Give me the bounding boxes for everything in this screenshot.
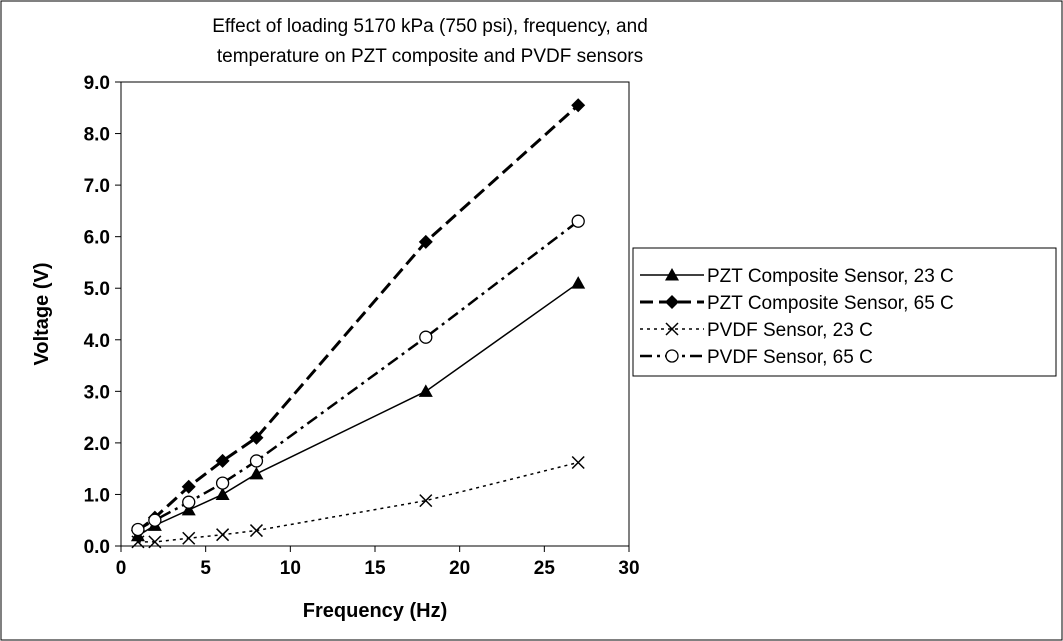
data-point — [182, 531, 196, 545]
x-axis: 0 5 10 15 20 25 30 — [116, 546, 640, 579]
x-tick-label: 30 — [618, 558, 639, 579]
data-point — [249, 454, 264, 468]
y-tick-label: 7.0 — [84, 176, 110, 197]
y-tick-label: 5.0 — [84, 279, 110, 300]
x-tick-label: 15 — [364, 558, 386, 579]
data-point — [131, 522, 145, 537]
chart-title-line-1: Effect of loading 5170 kPa (750 psi), fr… — [212, 16, 648, 37]
y-tick-label: 9.0 — [84, 73, 110, 94]
legend-item: PVDF Sensor, 23 C — [640, 320, 873, 341]
y-tick-label: 6.0 — [84, 228, 110, 249]
data-point — [418, 234, 433, 249]
legend-item: PZT Composite Sensor, 23 C — [640, 266, 954, 287]
legend-label: PVDF Sensor, 23 C — [707, 320, 873, 341]
data-point — [215, 487, 230, 500]
x-tick-label: 10 — [280, 558, 301, 579]
legend-item: PVDF Sensor, 65 C — [640, 347, 873, 368]
data-point — [419, 330, 433, 344]
legend: PZT Composite Sensor, 23 C PZT Composite … — [632, 247, 1057, 377]
y-axis-label: Voltage (V) — [31, 263, 53, 366]
x-tick-label: 5 — [200, 558, 211, 579]
series-3 — [131, 455, 585, 549]
data-point — [148, 535, 162, 549]
data-point — [181, 502, 196, 516]
data-point — [181, 479, 196, 494]
legend-label: PVDF Sensor, 65 C — [707, 347, 873, 368]
legend-marker — [665, 268, 679, 281]
data-point — [216, 528, 230, 542]
legend-item: PZT Composite Sensor, 65 C — [640, 293, 954, 314]
data-point — [249, 524, 263, 538]
data-point — [249, 466, 264, 480]
y-tick-label: 0.0 — [84, 537, 110, 558]
data-point — [148, 513, 162, 527]
data-point — [418, 384, 433, 397]
data-point — [571, 455, 585, 470]
plot-area — [120, 81, 630, 547]
x-tick-label: 0 — [116, 558, 127, 579]
data-point — [571, 276, 586, 289]
legend-label: PZT Composite Sensor, 65 C — [707, 293, 954, 314]
y-tick-label: 8.0 — [84, 125, 110, 146]
y-tick-label: 1.0 — [84, 485, 110, 506]
data-point — [131, 535, 145, 549]
data-point — [571, 214, 585, 228]
legend-box — [632, 247, 1057, 377]
x-tick-label: 20 — [449, 558, 470, 579]
series-4 — [131, 214, 585, 537]
data-point — [215, 453, 230, 468]
data-point — [249, 430, 264, 445]
legend-marker — [665, 349, 679, 363]
y-tick-label: 3.0 — [84, 382, 110, 403]
legend-marker — [665, 295, 679, 309]
y-axis: 0.0 1.0 2.0 3.0 4.0 5.0 6.0 7.0 8.0 9.0 — [84, 73, 121, 558]
series-layer — [130, 98, 586, 549]
y-tick-label: 2.0 — [84, 434, 110, 455]
legend-label: PZT Composite Sensor, 23 C — [707, 266, 954, 287]
x-tick-label: 25 — [534, 558, 556, 579]
y-tick-label: 4.0 — [84, 331, 110, 352]
data-point — [419, 494, 433, 508]
data-point — [215, 476, 230, 490]
chart-title-line-2: temperature on PZT composite and PVDF se… — [217, 46, 643, 67]
data-point — [571, 98, 586, 113]
data-point — [182, 495, 196, 509]
legend-marker — [665, 322, 679, 336]
x-axis-label: Frequency (Hz) — [303, 600, 447, 622]
